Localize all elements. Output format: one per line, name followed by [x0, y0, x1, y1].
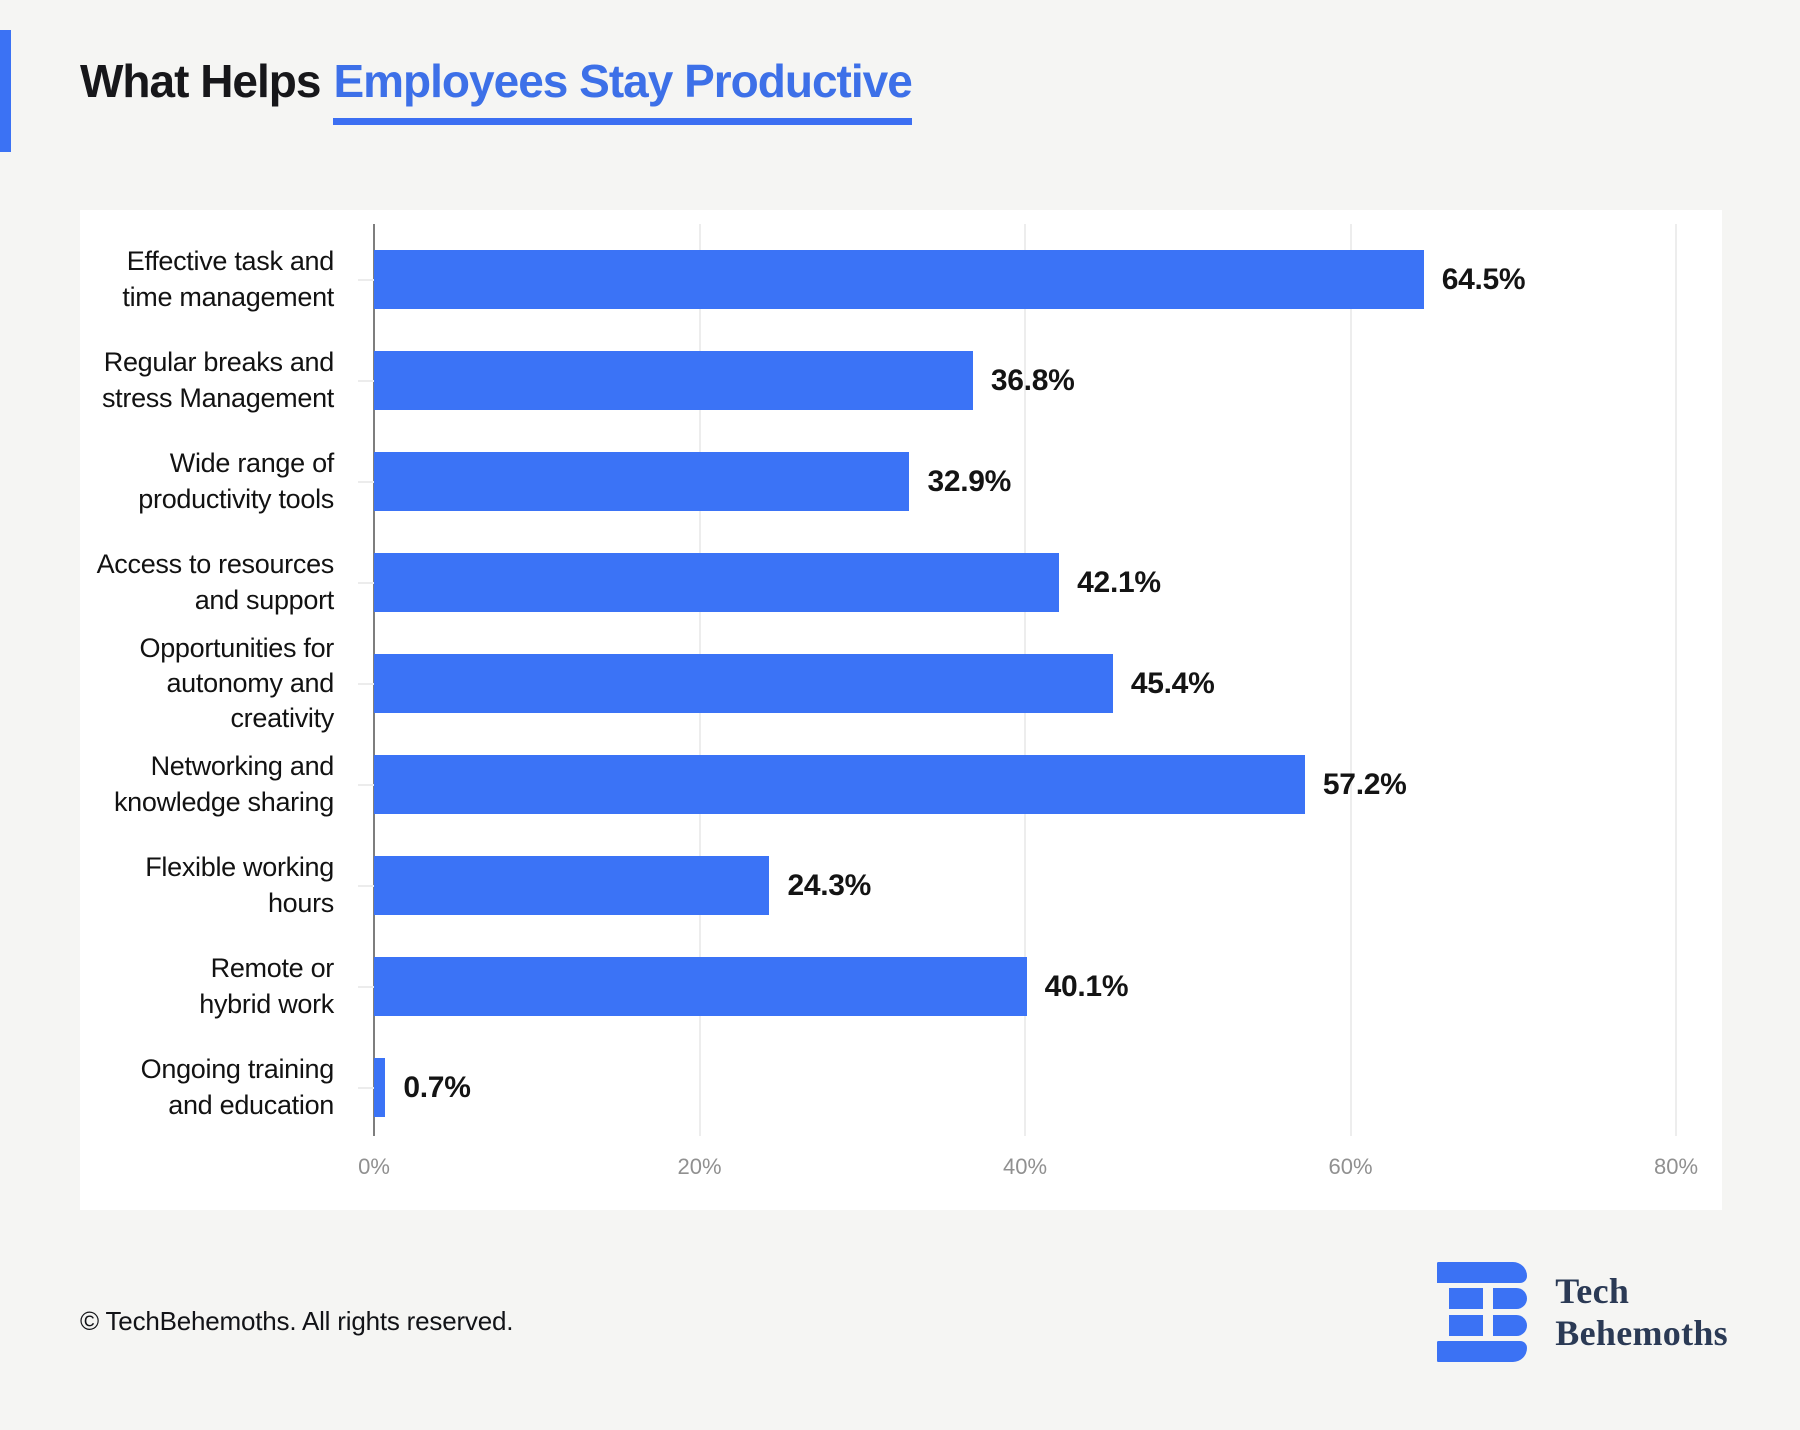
- value-label: 64.5%: [1441, 262, 1526, 296]
- category-label: Effective task and time management: [122, 246, 334, 312]
- bar: [374, 351, 973, 410]
- chart-row: Ongoing training and education 0.7%: [80, 1037, 1722, 1138]
- title-highlight: Employees Stay Productive: [333, 54, 913, 125]
- bar: [374, 553, 1060, 612]
- category-label: Opportunities for autonomy and creativit…: [139, 632, 335, 734]
- title-prefix: What Helps: [80, 55, 321, 107]
- techbehemoths-logo: Tech Behemoths: [1437, 1262, 1728, 1362]
- category-label: Regular breaks and stress Management: [101, 347, 334, 413]
- chart-panel: Effective task and time management 64.5%…: [80, 210, 1722, 1210]
- chart-row: Opportunities for autonomy and creativit…: [80, 633, 1722, 734]
- value-label: 57.2%: [1322, 767, 1407, 801]
- value-label: 36.8%: [990, 363, 1075, 397]
- chart-row: Wide range of productivity tools 32.9%: [80, 431, 1722, 532]
- value-label: 42.1%: [1077, 565, 1161, 599]
- logo-text-line: Behemoths: [1555, 1313, 1728, 1353]
- value-label: 32.9%: [927, 464, 1012, 498]
- bar: [374, 654, 1113, 713]
- accent-bar: [0, 30, 11, 152]
- category-label: Networking and knowledge sharing: [113, 751, 334, 817]
- value-label: 24.3%: [787, 868, 872, 902]
- value-label: 40.1%: [1044, 969, 1129, 1003]
- category-label: Flexible working hours: [145, 852, 334, 918]
- chart-row: Networking and knowledge sharing 57.2%: [80, 734, 1722, 835]
- bar-track: 57.2%: [374, 755, 1676, 814]
- logo-stripe: [1437, 1262, 1528, 1283]
- bar: [374, 1058, 386, 1117]
- bar-track: 36.8%: [374, 351, 1676, 410]
- chart-row: Regular breaks and stress Management 36.…: [80, 330, 1722, 431]
- logo-stripe-segment: [1449, 1314, 1484, 1336]
- category-label: Ongoing training and education: [140, 1054, 335, 1120]
- bar: [374, 755, 1305, 814]
- logo-stripe: [1449, 1288, 1528, 1310]
- bar-track: 42.1%: [374, 553, 1676, 612]
- bar: [374, 957, 1027, 1016]
- category-label: Access to resources and support: [96, 549, 335, 615]
- value-label: 45.4%: [1130, 666, 1215, 700]
- bar-track: 40.1%: [374, 957, 1676, 1016]
- logo-stripe-segment: [1493, 1314, 1528, 1336]
- bar: [374, 250, 1424, 309]
- x-tick-label: 80%: [1653, 1154, 1699, 1179]
- gridline: [1675, 224, 1677, 1136]
- logo-stripe: [1437, 1340, 1528, 1362]
- chart-rows: Effective task and time management 64.5%…: [80, 229, 1722, 1138]
- logo-wordmark: Tech Behemoths: [1555, 1270, 1728, 1355]
- category-label: Remote or hybrid work: [199, 953, 334, 1019]
- logo-stripe-segment: [1493, 1288, 1528, 1310]
- bar-track: 24.3%: [374, 856, 1676, 915]
- x-tick-label: 40%: [1002, 1154, 1048, 1179]
- x-tick-label: 60%: [1328, 1154, 1373, 1179]
- copyright-text: © TechBehemoths. All rights reserved.: [80, 1306, 514, 1336]
- logo-text-line: Tech: [1555, 1270, 1630, 1311]
- techbehemoths-logo-icon: [1437, 1262, 1528, 1362]
- value-label: 0.7%: [403, 1070, 471, 1104]
- bar-track: 64.5%: [374, 250, 1676, 309]
- page-title: What Helps Employees Stay Productive: [80, 54, 913, 125]
- bar-track: 45.4%: [374, 654, 1676, 713]
- x-axis-labels: 0% 20% 40% 60% 80%: [358, 1154, 1698, 1184]
- bar-track: 32.9%: [374, 452, 1676, 511]
- logo-stripe-segment: [1449, 1288, 1484, 1310]
- x-tick-label: 20%: [677, 1154, 722, 1179]
- bar: [374, 856, 770, 915]
- bar: [374, 452, 910, 511]
- chart-row: Remote or hybrid work 40.1%: [80, 936, 1722, 1037]
- chart-row: Access to resources and support 42.1%: [80, 532, 1722, 633]
- chart-row: Effective task and time management 64.5%: [80, 229, 1722, 330]
- chart-row: Flexible working hours 24.3%: [80, 835, 1722, 936]
- bar-track: 0.7%: [374, 1058, 1676, 1117]
- category-label: Wide range of productivity tools: [138, 448, 334, 514]
- logo-stripe: [1449, 1314, 1528, 1336]
- x-tick-label: 0%: [358, 1154, 390, 1179]
